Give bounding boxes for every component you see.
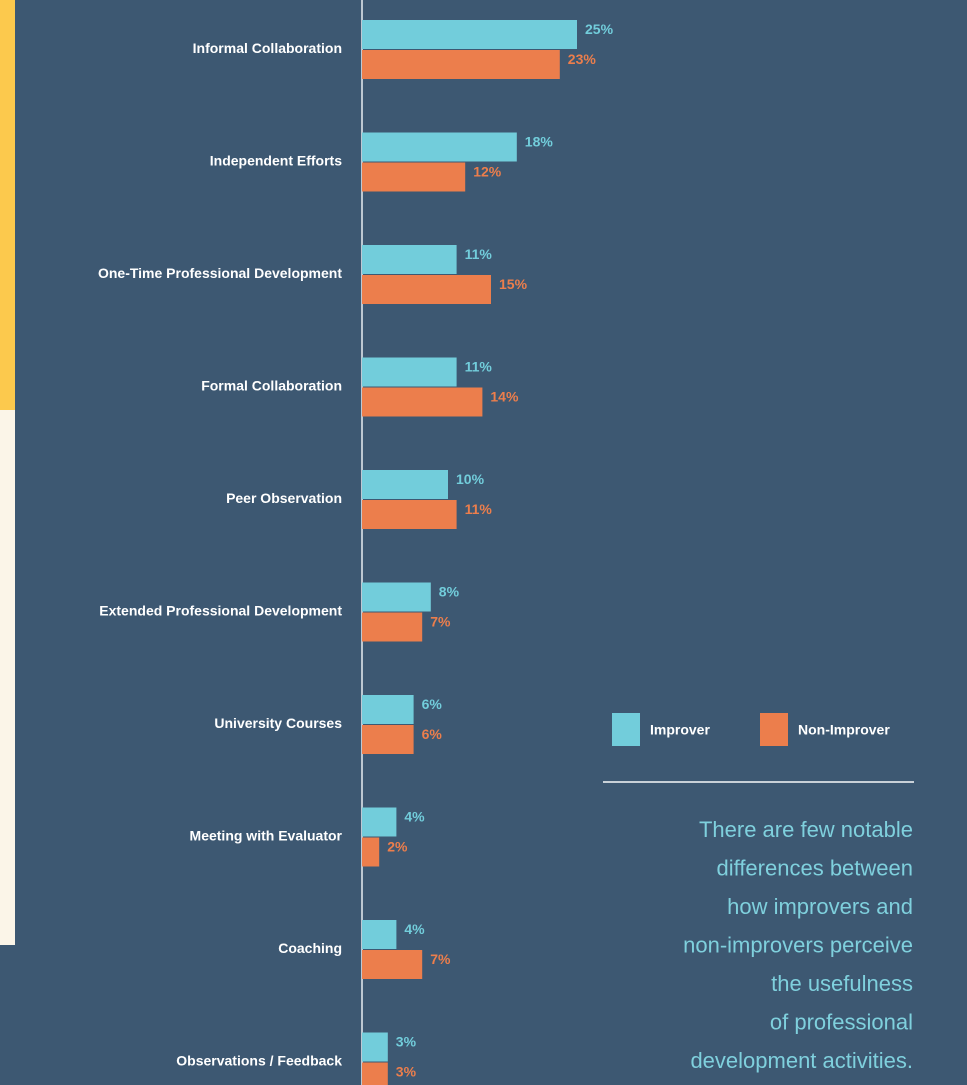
bar	[362, 387, 483, 417]
category-label: Coaching	[278, 940, 342, 956]
value-label: 6%	[422, 726, 443, 742]
side-strip	[0, 0, 15, 410]
category-label: Peer Observation	[226, 490, 342, 506]
bar	[362, 500, 457, 529]
bar	[362, 695, 414, 724]
category-label: University Courses	[214, 715, 342, 731]
value-label: 11%	[465, 501, 493, 517]
value-label: 4%	[404, 809, 425, 825]
value-label: 25%	[585, 21, 614, 37]
value-label: 6%	[422, 696, 443, 712]
bar	[362, 920, 397, 949]
category-label: Formal Collaboration	[201, 378, 342, 394]
annotation-line: the usefulness	[771, 971, 913, 996]
legend-swatch	[612, 713, 640, 746]
bar	[362, 162, 466, 192]
category-label: Meeting with Evaluator	[190, 828, 343, 844]
bar	[362, 582, 431, 612]
annotation-line: development activities.	[690, 1048, 913, 1073]
bar	[362, 1032, 388, 1062]
bar	[362, 20, 577, 49]
bar	[362, 132, 517, 162]
legend-label: Improver	[650, 722, 710, 738]
value-label: 15%	[499, 276, 528, 292]
value-label: 11%	[465, 359, 493, 375]
category-label: Observations / Feedback	[176, 1053, 342, 1069]
value-label: 3%	[396, 1034, 417, 1050]
value-label: 2%	[387, 839, 408, 855]
bar	[362, 357, 457, 387]
bar	[362, 837, 380, 867]
bar	[362, 245, 457, 274]
category-label: Informal Collaboration	[193, 40, 342, 56]
side-strip	[0, 410, 15, 945]
annotation-line: There are few notable	[699, 817, 913, 842]
bar	[362, 725, 414, 754]
bar	[362, 807, 397, 837]
bar	[362, 950, 423, 979]
legend-label: Non-Improver	[798, 722, 890, 738]
value-label: 3%	[396, 1064, 417, 1080]
annotation-line: non-improvers perceive	[683, 932, 913, 957]
category-label: One-Time Professional Development	[98, 265, 342, 281]
value-label: 12%	[473, 164, 502, 180]
value-label: 10%	[456, 471, 485, 487]
bar	[362, 612, 423, 642]
value-label: 4%	[404, 921, 425, 937]
value-label: 14%	[490, 389, 519, 405]
legend-swatch	[760, 713, 788, 746]
annotation-line: of professional	[770, 1009, 913, 1034]
category-label: Extended Professional Development	[99, 603, 342, 619]
value-label: 7%	[430, 951, 451, 967]
bar	[362, 50, 560, 79]
value-label: 7%	[430, 614, 451, 630]
category-label: Independent Efforts	[210, 153, 342, 169]
annotation-line: how improvers and	[727, 894, 913, 919]
value-label: 18%	[525, 134, 554, 150]
bar	[362, 470, 448, 499]
value-label: 23%	[568, 51, 597, 67]
value-label: 8%	[439, 584, 460, 600]
bar	[362, 275, 491, 304]
annotation-line: differences between	[716, 855, 913, 880]
value-label: 11%	[465, 246, 493, 262]
bar	[362, 1062, 388, 1085]
